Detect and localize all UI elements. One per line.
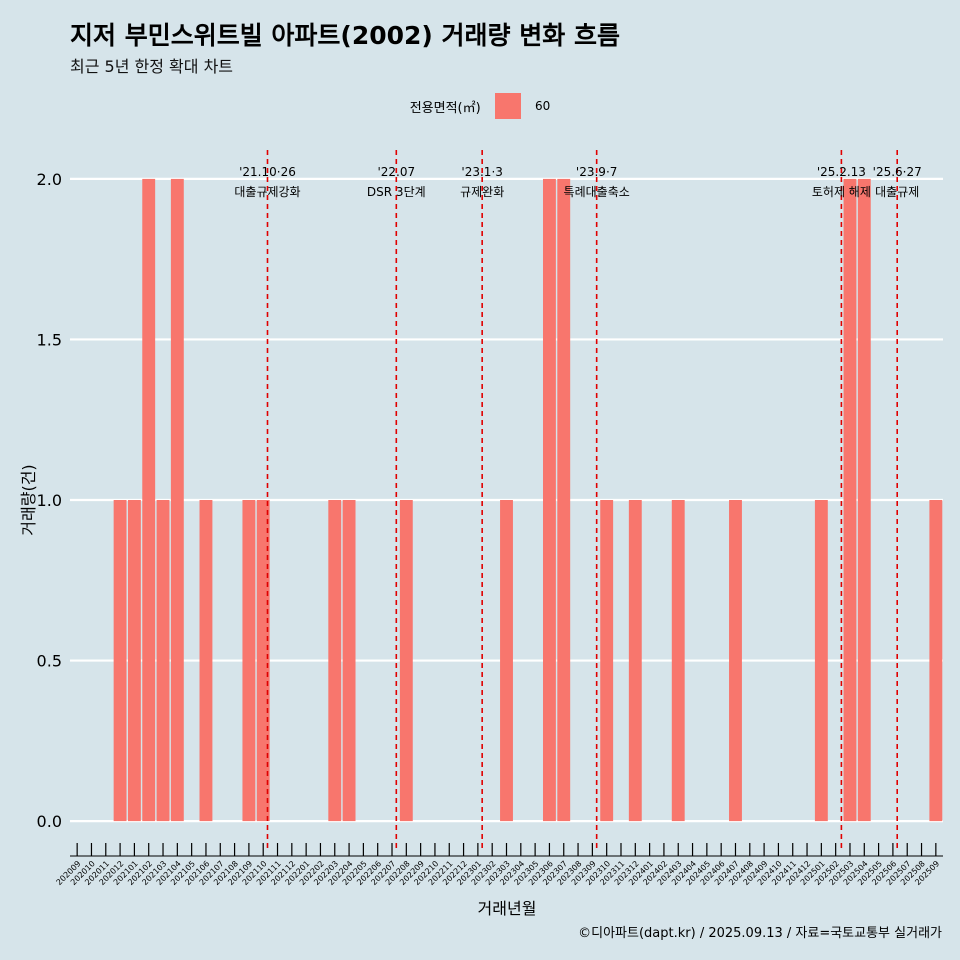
y-tick-label: 2.0 [37, 170, 62, 189]
bar [156, 500, 170, 822]
event-date: '25.6·27 [873, 165, 922, 179]
bar [256, 500, 270, 822]
axes: 0.00.51.01.52.02020092020102020112020122… [37, 170, 943, 887]
y-tick-label: 1.0 [37, 491, 62, 510]
bar [843, 178, 857, 822]
event-date: '23.9·7 [576, 165, 617, 179]
bar [142, 178, 156, 822]
legend-label: 60 [534, 99, 551, 113]
event-date: '21.10·26 [239, 165, 296, 179]
event-date: '25.2.13 [817, 165, 866, 179]
legend: 전용면적(㎡) 60 [0, 93, 960, 119]
bar [557, 178, 571, 822]
bar [342, 500, 356, 822]
y-tick-label: 0.5 [37, 652, 62, 671]
y-tick-label: 0.0 [37, 812, 62, 831]
y-tick-label: 1.5 [37, 330, 62, 349]
bar [628, 500, 642, 822]
y-axis-title: 거래량(건) [19, 464, 38, 535]
bar [929, 500, 943, 822]
bar [127, 500, 141, 822]
bar [242, 500, 256, 822]
chart-subtitle: 최근 5년 한정 확대 차트 [70, 57, 234, 76]
event-label: 대출규제강화 [234, 185, 300, 199]
event-label: 토허제 해제 [812, 185, 871, 199]
bar [328, 500, 342, 822]
bars [113, 178, 943, 822]
event-label: DSR 3단계 [367, 185, 426, 199]
bar [542, 178, 556, 822]
bar [671, 500, 685, 822]
event-label: 대출규제 [875, 185, 919, 199]
legend-title: 전용면적(㎡) [409, 100, 481, 116]
bar [600, 500, 614, 822]
x-axis-title: 거래년월 [478, 899, 537, 918]
caption: ©디아파트(dapt.kr) / 2025.09.13 / 자료=국토교통부 실… [578, 926, 942, 941]
event-label: 특례대출축소 [564, 185, 630, 199]
event-label: 규제완화 [460, 185, 504, 199]
event-date: '23.1·3 [461, 165, 502, 179]
bar [199, 500, 213, 822]
bar [399, 500, 413, 822]
bar [113, 500, 127, 822]
bar [500, 500, 513, 822]
event-date: '22.07 [377, 165, 415, 179]
bar [170, 178, 184, 822]
bar [814, 500, 828, 822]
legend-swatch [494, 93, 521, 119]
chart-title: 지저 부민스위트빌 아파트(2002) 거래량 변화 흐름 [70, 21, 620, 50]
event-markers: '21.10·26 대출규제강화 '22.07 DSR 3단계 '23.1·3 규제완화 '… [234, 150, 922, 850]
bar [857, 178, 871, 822]
bar [729, 500, 742, 822]
